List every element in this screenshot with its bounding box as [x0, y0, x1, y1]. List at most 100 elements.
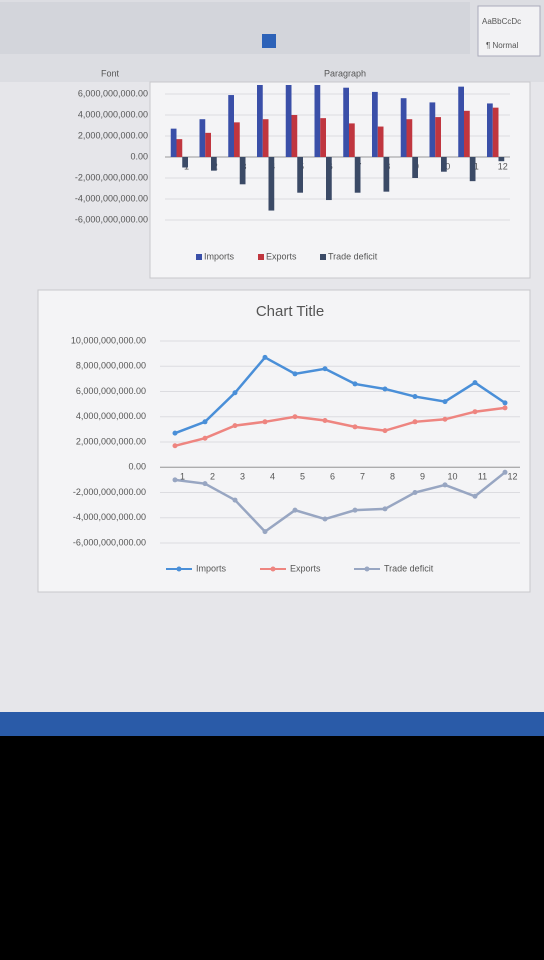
bar [372, 91, 378, 157]
x-tick-label: 12 [498, 161, 508, 171]
x-tick-label: 7 [360, 472, 365, 482]
point [382, 506, 388, 512]
y-tick-label: 4,000,000,000.00 [78, 109, 148, 119]
x-tick-label: 2 [210, 472, 215, 482]
point [292, 507, 298, 513]
legend-label: Trade deficit [384, 563, 434, 573]
legend-label: Exports [266, 251, 297, 261]
y-tick-label: -4,000,000,000.00 [73, 512, 146, 522]
bar [234, 122, 240, 157]
legend-label: Trade deficit [328, 251, 378, 261]
legend-label: Exports [290, 563, 321, 573]
point [262, 354, 268, 360]
bar [297, 157, 303, 193]
legend-marker [176, 566, 182, 572]
bar [262, 119, 269, 157]
point [232, 390, 238, 396]
bar [487, 103, 493, 157]
x-tick-label: 11 [478, 472, 487, 482]
bar [326, 157, 332, 201]
bar [458, 86, 464, 157]
point [472, 409, 478, 415]
bar [377, 126, 384, 157]
bar [228, 95, 234, 157]
bar [429, 102, 436, 157]
y-tick-label: 0.00 [130, 151, 148, 161]
point [202, 481, 208, 487]
point [262, 419, 268, 425]
point [412, 394, 418, 400]
y-tick-label: -2,000,000,000.00 [73, 487, 146, 497]
y-tick-label: 2,000,000,000.00 [78, 130, 148, 140]
bar [320, 118, 326, 157]
bar [291, 115, 298, 157]
style-preview[interactable]: AaBbCcDc [482, 17, 521, 26]
y-tick-label: -6,000,000,000.00 [73, 537, 146, 547]
color-button[interactable] [262, 34, 276, 48]
bar [257, 85, 263, 157]
bar [354, 157, 361, 193]
point [322, 418, 328, 424]
chart-title: Chart Title [256, 303, 324, 320]
point [352, 424, 358, 430]
point [442, 482, 448, 488]
bar-chart: -6,000,000,000.00 -4,000,000,000.00 -2,000… [75, 85, 510, 224]
x-tick-label: 4 [270, 472, 275, 482]
point [502, 405, 508, 411]
bar [400, 98, 407, 157]
group-label: Font [101, 68, 120, 78]
point [232, 423, 238, 429]
chart-frame [37, 289, 531, 593]
point [352, 507, 358, 513]
legend-swatch [196, 254, 202, 260]
line-chart: -6,000,000,000.00 -4,000,000,000.00 -2,000… [71, 335, 520, 573]
bar [314, 85, 321, 157]
point [322, 516, 328, 522]
y-tick-label: -4,000,000,000.00 [75, 193, 148, 203]
point [472, 380, 478, 386]
group-label: Paragraph [324, 68, 366, 78]
point [412, 490, 418, 495]
bar [199, 119, 206, 157]
bar [383, 157, 390, 192]
point [172, 443, 178, 449]
point [442, 416, 448, 422]
bar [492, 107, 499, 157]
style-gallery[interactable] [477, 5, 541, 57]
point [502, 400, 508, 406]
bar [176, 139, 183, 157]
bar [285, 85, 292, 157]
y-tick-label: 8,000,000,000.00 [76, 361, 146, 371]
point [352, 381, 358, 387]
x-tick-label: 3 [240, 472, 245, 482]
legend-label: Imports [204, 251, 235, 261]
legend-swatch [320, 254, 326, 260]
point [172, 430, 178, 436]
bar [469, 157, 476, 182]
point [382, 386, 388, 392]
y-tick-label: 10,000,000,000.00 [71, 335, 146, 345]
y-tick-label: 6,000,000,000.00 [78, 88, 148, 98]
x-tick-label: 5 [300, 472, 305, 482]
y-tick-label: 6,000,000,000.00 [76, 386, 146, 396]
x-tick-label: 9 [420, 472, 425, 482]
bar [211, 157, 217, 171]
point [502, 469, 508, 475]
bar [406, 119, 413, 157]
point [202, 435, 208, 441]
bar [239, 157, 246, 185]
legend-label: Imports [196, 563, 227, 573]
legend-marker [270, 566, 276, 572]
y-tick-label: 0.00 [128, 462, 146, 472]
y-tick-label: 4,000,000,000.00 [76, 411, 146, 421]
x-tick-label: 6 [330, 472, 335, 482]
line [174, 471, 506, 534]
bar [441, 157, 447, 172]
line [174, 406, 506, 447]
bar [412, 157, 418, 178]
x-tick-label: 8 [390, 472, 395, 482]
bar [268, 157, 275, 211]
style-name[interactable]: ¶ Normal [486, 41, 519, 50]
